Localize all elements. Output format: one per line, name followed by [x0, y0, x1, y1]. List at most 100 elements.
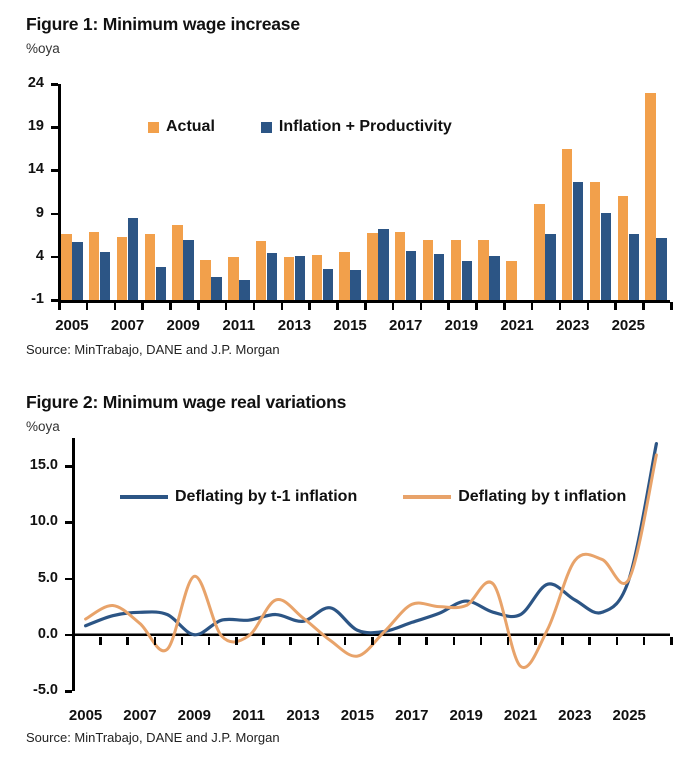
bar-actual	[367, 233, 378, 300]
figure-2-container: Figure 2: Minimum wage real variations %…	[0, 378, 700, 757]
line-deflating-t-minus-1	[83, 442, 659, 637]
bar-actual	[534, 204, 545, 300]
x-tick-mark	[452, 636, 456, 645]
x-tick-mark	[252, 302, 256, 310]
x-tick-label: 2007	[110, 317, 145, 334]
bar-actual	[422, 240, 434, 300]
x-tick-label: 2013	[277, 317, 312, 334]
figure-2-unit-label: %oya	[26, 419, 60, 434]
figure-2-legend: Deflating by t-1 inflation Deflating by …	[120, 488, 626, 506]
x-tick-label: 2021	[500, 317, 534, 334]
x-tick-mark	[398, 636, 401, 645]
x-tick-label: 2023	[555, 317, 590, 334]
figure-1-y-axis	[58, 84, 61, 302]
bar-inflation-productivity	[600, 212, 612, 300]
bar-actual	[311, 255, 323, 300]
x-tick-mark	[425, 636, 428, 645]
legend-line-icon	[120, 495, 168, 499]
y-tick-mark	[51, 299, 58, 302]
x-tick-label: 2019	[449, 707, 483, 724]
bar-actual	[228, 256, 239, 300]
bar-actual	[116, 236, 128, 300]
y-tick-label: 9	[35, 204, 44, 221]
y-tick-label: 15.0	[29, 457, 58, 474]
x-tick-mark	[479, 636, 483, 645]
x-tick-label: 2025	[612, 707, 646, 724]
y-tick-label: 24	[27, 75, 44, 91]
bar-inflation-productivity	[433, 254, 445, 300]
bar-inflation-productivity	[656, 237, 667, 300]
figure-2-y-axis	[72, 438, 75, 691]
x-tick-mark	[207, 636, 211, 645]
x-tick-mark	[588, 636, 591, 645]
bar-actual	[394, 231, 406, 300]
x-tick-mark	[558, 302, 562, 310]
x-tick-mark	[615, 636, 619, 645]
line-deflating-t	[84, 453, 658, 670]
x-tick-mark	[364, 302, 367, 310]
bar-actual	[617, 196, 629, 300]
bar-actual	[172, 224, 183, 300]
legend-swatch-square-icon	[148, 121, 159, 133]
x-tick-mark	[642, 302, 645, 310]
y-tick-label: 14	[27, 161, 44, 178]
x-tick-mark	[561, 636, 564, 645]
y-tick-label: -1	[31, 291, 44, 307]
y-tick-label: -5.0	[33, 682, 58, 698]
figure-2-title: Figure 2: Minimum wage real variations	[26, 392, 347, 412]
y-tick-mark	[65, 521, 72, 524]
x-tick-mark	[503, 302, 506, 310]
y-tick-mark	[65, 633, 72, 637]
y-tick-mark	[51, 255, 58, 259]
bar-actual	[88, 231, 100, 300]
x-tick-label: 2019	[444, 317, 479, 334]
legend-item-deflating-t: Deflating by t inflation	[403, 488, 626, 506]
x-tick-mark	[371, 636, 374, 645]
x-tick-mark	[419, 302, 423, 310]
legend-item-inflation-productivity: Inflation + Productivity	[260, 118, 452, 136]
x-tick-mark	[126, 636, 129, 645]
y-tick-label: 4	[35, 247, 44, 264]
x-tick-label: 2021	[503, 707, 538, 724]
bar-actual	[200, 260, 211, 300]
figure-1-plot-area	[51, 83, 673, 310]
x-tick-label: 2005	[68, 707, 103, 724]
y-tick-mark	[51, 169, 58, 172]
x-tick-label: 2017	[389, 317, 423, 334]
x-tick-mark	[280, 302, 284, 310]
x-tick-mark	[113, 302, 117, 310]
x-tick-mark	[391, 302, 395, 310]
figure-1-container: Figure 1: Minimum wage increase %oya -1 4…	[0, 0, 700, 378]
bar-actual	[61, 234, 72, 300]
y-tick-mark	[51, 83, 58, 86]
y-tick-label: 19	[27, 118, 44, 135]
figure-1-unit-label: %oya	[26, 41, 60, 56]
y-tick-mark	[65, 577, 72, 581]
bar-actual	[339, 251, 350, 300]
x-tick-mark	[530, 302, 534, 310]
x-tick-mark	[180, 636, 184, 645]
bar-inflation-productivity	[489, 255, 500, 300]
x-tick-label: 2017	[395, 707, 429, 724]
x-tick-label: 2007	[123, 707, 157, 724]
y-tick-mark	[51, 212, 58, 216]
x-tick-mark	[197, 302, 200, 310]
figure-1-source: Source: MinTrabajo, DANE and J.P. Morgan	[26, 342, 280, 357]
x-tick-mark	[262, 636, 265, 645]
bar-actual	[561, 148, 573, 300]
bar-inflation-productivity	[545, 234, 556, 300]
bar-inflation-productivity	[461, 261, 473, 300]
bar-inflation-productivity	[72, 242, 83, 300]
x-tick-mark	[99, 636, 102, 645]
legend-swatch-square-icon	[260, 121, 272, 133]
bar-inflation-productivity	[211, 276, 222, 300]
x-tick-mark	[316, 636, 320, 645]
bar-inflation-productivity	[155, 267, 167, 300]
x-tick-label: 2015	[333, 317, 367, 334]
figure-2-source: Source: MinTrabajo, DANE and J.P. Morgan	[26, 730, 280, 745]
x-tick-label: 2013	[286, 707, 320, 724]
x-tick-mark	[586, 302, 590, 310]
x-tick-mark	[475, 302, 478, 310]
bar-inflation-productivity	[378, 229, 389, 300]
bar-inflation-productivity	[572, 181, 584, 300]
